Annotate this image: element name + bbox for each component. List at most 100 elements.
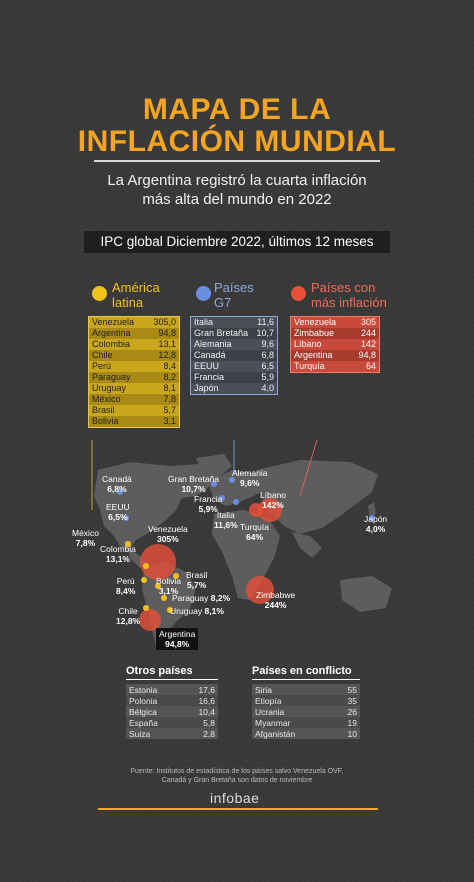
latam_table-value: 8,1 bbox=[163, 383, 176, 393]
label-libano: Líbano 142% bbox=[260, 490, 286, 510]
latam-legend-line1: América bbox=[112, 280, 160, 295]
otros.rows-row: Suiza 2,8 bbox=[126, 728, 218, 739]
argentina-circle bbox=[139, 609, 161, 631]
g7-dot-icon bbox=[196, 286, 211, 301]
latam_table-country: Argentina bbox=[92, 328, 131, 338]
otros.rows-value: 2,8 bbox=[203, 728, 215, 739]
italia-dot bbox=[233, 499, 239, 505]
latam_table-country: Colombia bbox=[92, 339, 131, 349]
conflicto.rows-value: 26 bbox=[347, 706, 357, 717]
japan-shape bbox=[368, 502, 376, 520]
conflicto.rows-value: 55 bbox=[347, 684, 357, 695]
label-bolivia: Bolivia 3,1% bbox=[156, 576, 182, 596]
north-america-shape bbox=[94, 462, 218, 552]
infobae-logo: infobae bbox=[210, 790, 260, 806]
venezuela-circle bbox=[140, 544, 176, 580]
latam_table-country: Brasil bbox=[92, 405, 115, 415]
conflicto.rows-row: Ucrania 26 bbox=[252, 706, 360, 717]
inf_table-value: 94,8 bbox=[358, 350, 376, 360]
inf_table-row: Zimbabue 244 bbox=[290, 328, 380, 339]
latam_table-country: Bolivia bbox=[92, 416, 119, 426]
latam-table: Venezuela 305,0 Argentina 94,8 Colombia 13,1 C… bbox=[88, 316, 180, 428]
latam_table-value: 12,8 bbox=[158, 350, 176, 360]
label-gb: Gran Bretaña 10,7% bbox=[168, 474, 220, 494]
otros.rows-row: España 5,8 bbox=[126, 717, 218, 728]
title-line-2: INFLACIÓN MUNDIAL bbox=[77, 125, 397, 158]
otros.rows-country: Suiza bbox=[129, 728, 151, 739]
g7_table-value: 11,6 bbox=[257, 317, 274, 327]
conflicto.rows-country: Myanmar bbox=[255, 717, 291, 728]
title-line-1: MAPA DE LA bbox=[142, 93, 332, 126]
latam_table-country: Uruguay bbox=[92, 383, 127, 393]
g7_table-value: 10,7 bbox=[256, 328, 274, 338]
latam_table-row: Brasil 5,7 bbox=[88, 405, 180, 416]
francia-dot bbox=[219, 495, 225, 501]
g7_table-row: Canadá 6,8 bbox=[190, 350, 278, 361]
inf_table-row: Líbano 142 bbox=[290, 339, 380, 350]
japon-dot bbox=[369, 515, 375, 521]
conflicto.rows-country: Ucrania bbox=[255, 706, 285, 717]
conflicto.rows-value: 19 bbox=[347, 717, 357, 728]
latam_table-country: Perú bbox=[92, 361, 112, 371]
greenland-shape bbox=[196, 454, 232, 478]
label-peru: Perú 8,4% bbox=[116, 576, 136, 596]
subtitle-line-2: más alta del mundo en 2022 bbox=[142, 191, 332, 208]
otros-heading: Otros países bbox=[126, 665, 218, 680]
libano-circle bbox=[258, 498, 282, 522]
label-paraguay: Paraguay 8,2% bbox=[172, 593, 231, 603]
otros.rows-country: España bbox=[129, 717, 158, 728]
footer-rule bbox=[98, 808, 378, 810]
latam_table-row: Colombia 13,1 bbox=[88, 339, 180, 350]
mexico-dot bbox=[125, 541, 131, 547]
otros.rows-country: Bélgica bbox=[129, 706, 157, 717]
label-mexico: México 7,8% bbox=[72, 528, 99, 548]
brasil-dot bbox=[173, 573, 179, 579]
colombia-dot bbox=[143, 563, 149, 569]
inf_table-row: Turquía 64 bbox=[290, 361, 380, 373]
uruguay-dot bbox=[167, 607, 173, 613]
latam-legend: América latina bbox=[112, 280, 160, 310]
inflation-legend: Países con más inflación bbox=[311, 280, 387, 310]
latam_table-row: Venezuela 305,0 bbox=[88, 316, 180, 328]
conflicto.rows-row: Myanmar 19 bbox=[252, 717, 360, 728]
otros.rows-row: Polonia 16,6 bbox=[126, 695, 218, 706]
conflicto.rows-country: Siria bbox=[255, 684, 273, 695]
asia-shape bbox=[256, 460, 378, 534]
label-venezuela: Venezuela 305% bbox=[148, 524, 188, 544]
otros.rows-country: Polonia bbox=[129, 695, 158, 706]
subtitle-line-1: La Argentina registró la cuarta inflació… bbox=[107, 172, 367, 189]
otros.rows-value: 16,6 bbox=[198, 695, 215, 706]
world-map bbox=[91, 440, 392, 646]
label-alemania: Alemania 9,6% bbox=[232, 468, 268, 488]
latam_table-value: 3,1 bbox=[163, 416, 176, 426]
inflation-legend-line1: Países con bbox=[311, 280, 376, 295]
latam_table-value: 8,4 bbox=[163, 361, 176, 371]
label-japon: Japón 4,0% bbox=[364, 514, 388, 534]
peru-dot bbox=[141, 577, 147, 583]
inflation-legend-line2: más inflación bbox=[311, 295, 387, 310]
latam_table-value: 7,8 bbox=[163, 394, 176, 404]
label-brasil: Brasil 5,7% bbox=[186, 570, 208, 590]
g7_table-row: EEUU 6,5 bbox=[190, 361, 278, 372]
latam_table-row: Argentina 94,8 bbox=[88, 328, 180, 339]
inf_table-country: Zimbabue bbox=[294, 328, 335, 338]
conflicto.rows-country: Afganistán bbox=[255, 728, 296, 739]
conflicto.rows-value: 35 bbox=[347, 695, 357, 706]
zimbabwe-circle bbox=[246, 576, 274, 604]
latam_table-value: 13,1 bbox=[158, 339, 176, 349]
latam_table-country: Chile bbox=[92, 350, 113, 360]
label-argentina: Argentina 94,8% bbox=[156, 628, 199, 650]
g7_table-row: Japón 4,0 bbox=[190, 383, 278, 395]
title-rule bbox=[94, 160, 380, 162]
g7_table-value: 6,8 bbox=[261, 350, 274, 360]
g7_table-country: Gran Bretaña bbox=[194, 328, 249, 338]
conflicto.rows-row: Siria 55 bbox=[252, 684, 360, 695]
latam_table-country: Paraguay bbox=[92, 372, 131, 382]
latam_table-country: México bbox=[92, 394, 121, 404]
g7_table-row: Alemania 9,6 bbox=[190, 339, 278, 350]
australia-shape bbox=[340, 576, 392, 612]
conflicto.rows-row: Afganistán 10 bbox=[252, 728, 360, 739]
latam-legend-line2: latina bbox=[112, 295, 144, 310]
alemania-dot bbox=[229, 477, 235, 483]
